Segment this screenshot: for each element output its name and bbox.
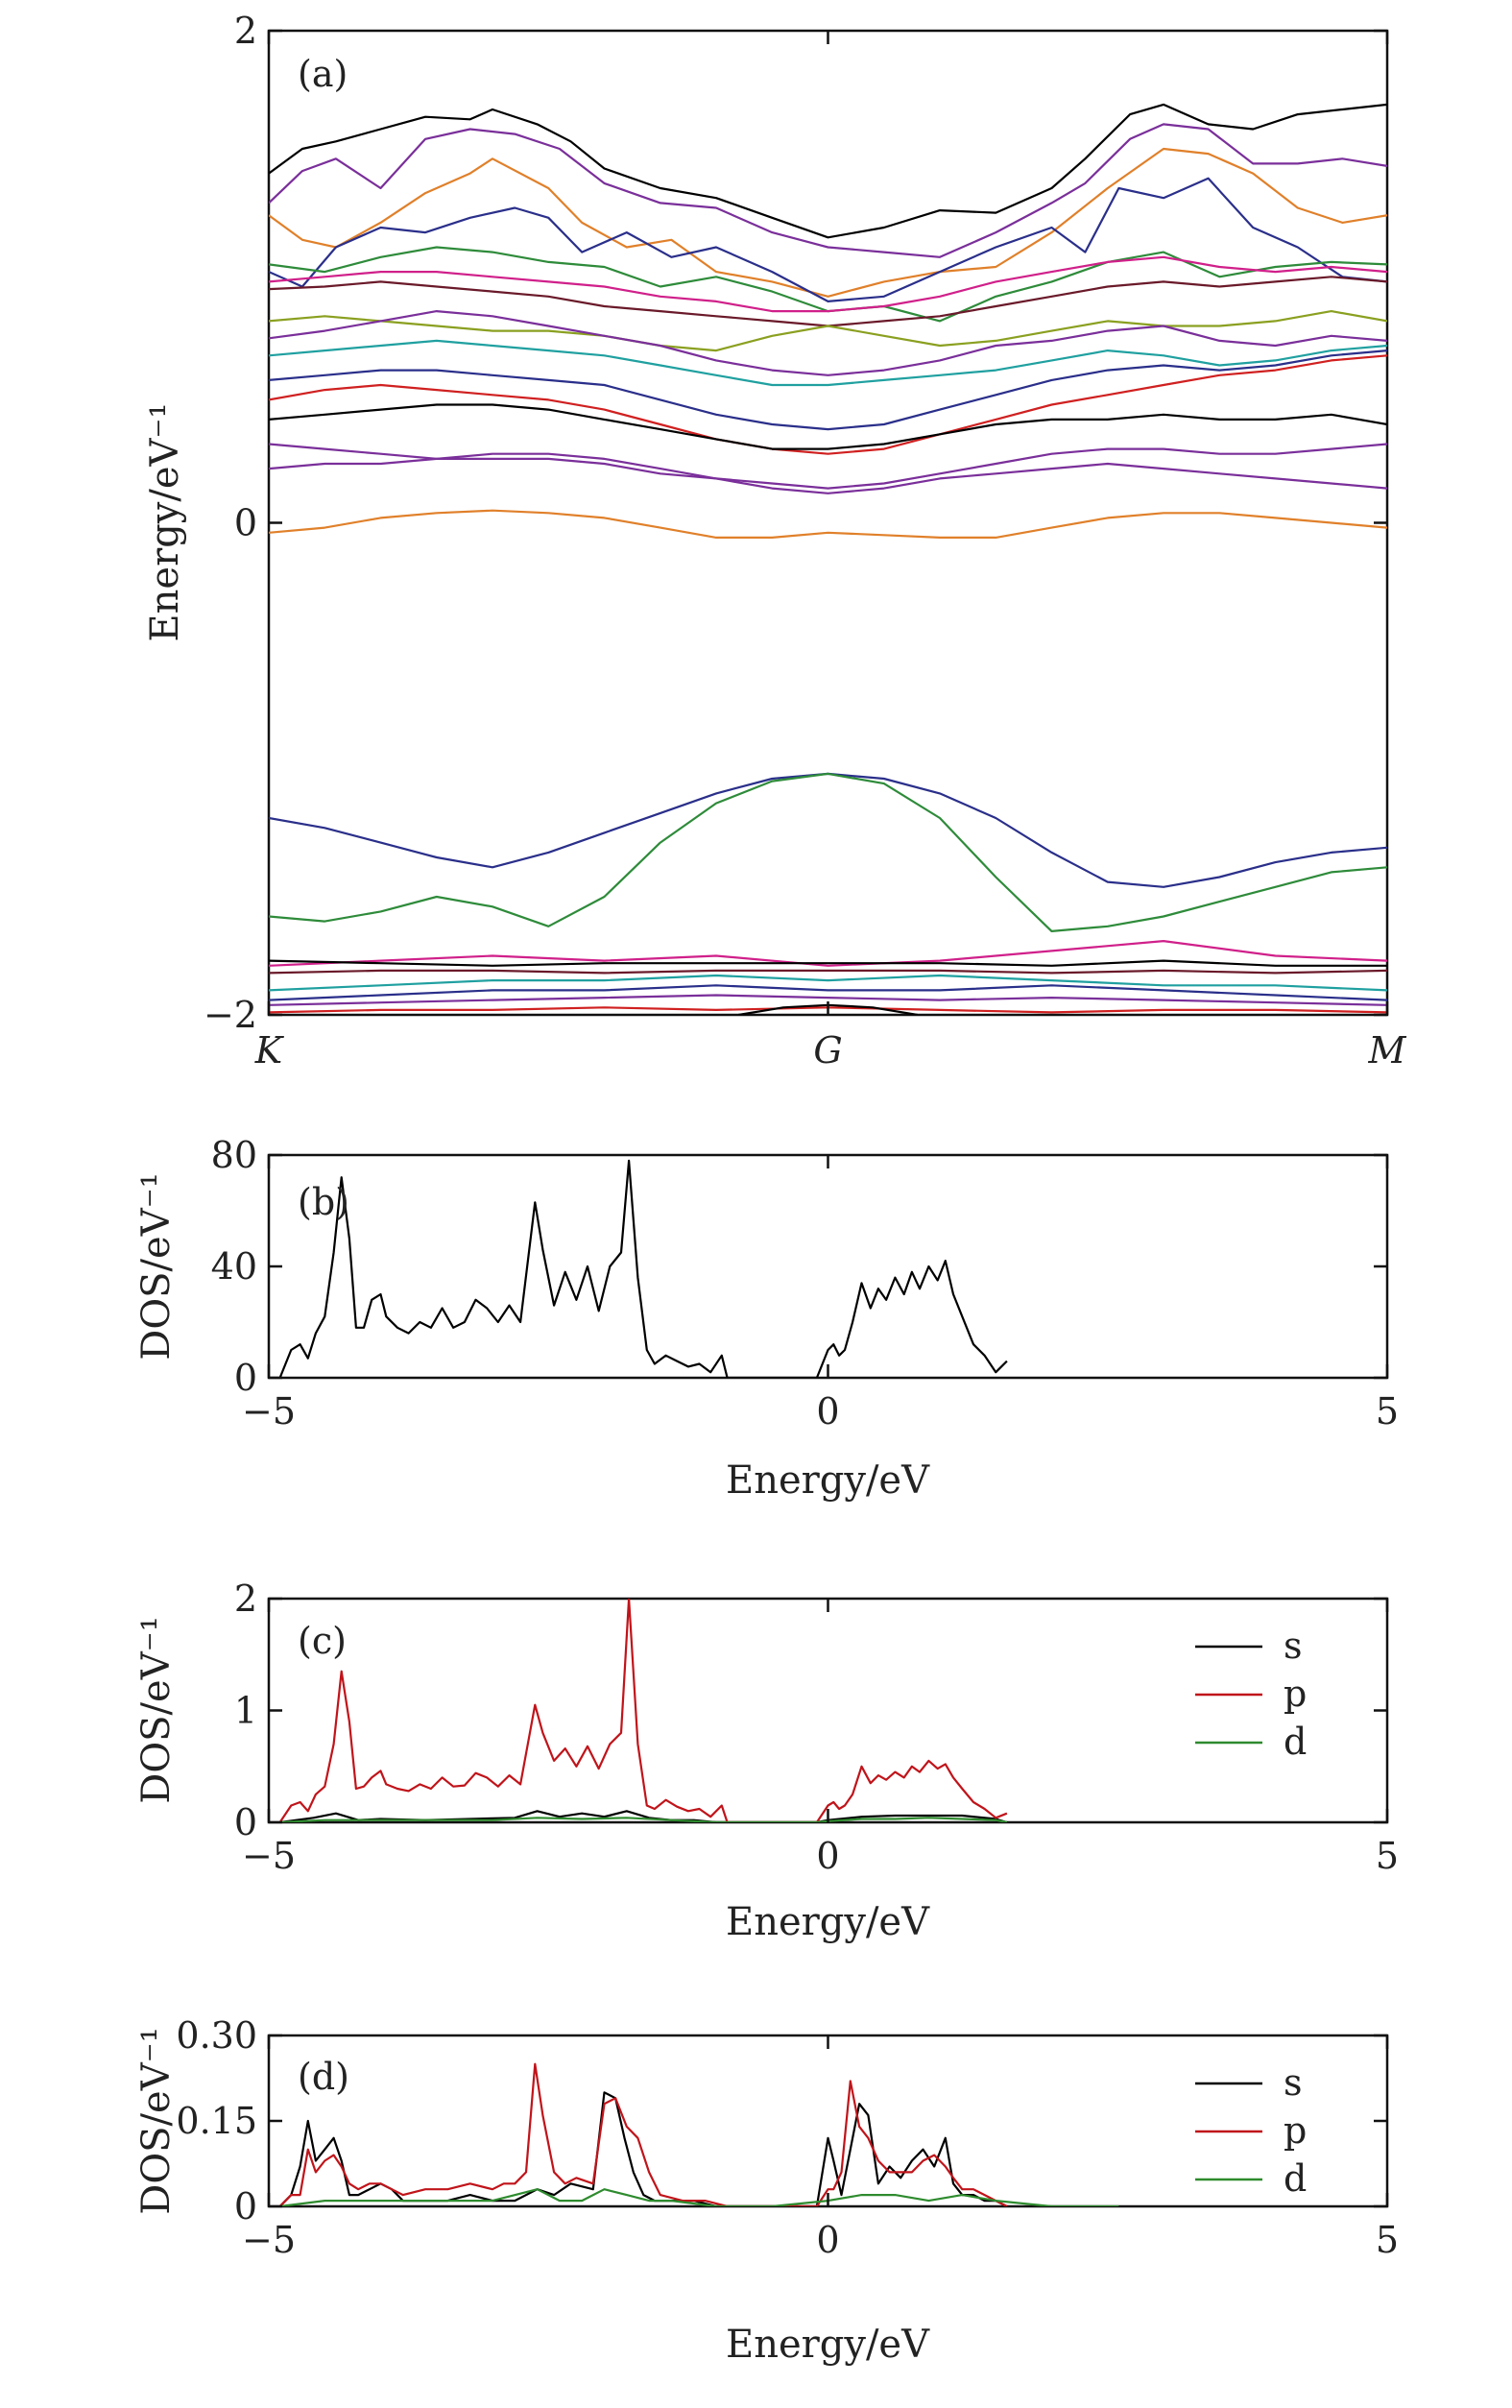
y-tick-label: 0 xyxy=(234,1801,257,1843)
band-line xyxy=(269,354,1387,455)
band-line xyxy=(269,403,1387,450)
y-tick-label: −2 xyxy=(204,994,257,1036)
x-tick-label: 0 xyxy=(816,1835,839,1877)
x-tick-label: −5 xyxy=(242,1835,296,1877)
y-axis-label-c: DOS/eV⁻¹ xyxy=(134,1616,179,1803)
dos-line-p xyxy=(278,1599,1008,1822)
panel-label-b: (b) xyxy=(298,1181,349,1223)
band-line xyxy=(269,509,1387,540)
legend-label-d: d xyxy=(1284,2157,1307,2200)
band-line xyxy=(269,310,1387,376)
partial-dos-panel-d: −5 0 500.150.30 spd (d) DOS/eV⁻¹ Energy/eV xyxy=(134,2014,1399,2367)
axis-ticks-a: K G M −2 0 2 xyxy=(204,10,1407,1072)
band-line xyxy=(269,994,1387,1006)
x-tick-label: 5 xyxy=(1376,2219,1399,2261)
band-line xyxy=(269,349,1387,431)
y-tick-label: 2 xyxy=(234,1577,257,1620)
band-line xyxy=(269,103,1387,239)
band-line xyxy=(269,123,1387,258)
x-tick-label: −5 xyxy=(242,1390,296,1433)
dos-line-p xyxy=(278,2062,1008,2206)
band-line xyxy=(269,959,1387,967)
x-tick-label: K xyxy=(254,1029,285,1072)
dos-lines-b xyxy=(278,1159,1008,1378)
band-line xyxy=(269,974,1387,992)
x-tick-label: M xyxy=(1368,1029,1407,1072)
plot-area-d xyxy=(267,2034,1389,2208)
x-tick-label: 0 xyxy=(816,2219,839,2261)
dos-line-total xyxy=(278,1159,1008,1378)
x-tick-label: 0 xyxy=(816,1390,839,1433)
y-tick-label: 2 xyxy=(234,10,257,52)
dos-line-d xyxy=(279,2188,1119,2206)
legend-c: spd xyxy=(1195,1625,1307,1763)
band-line xyxy=(269,984,1387,1001)
y-tick-label: 0.30 xyxy=(176,2014,257,2057)
band-line xyxy=(269,939,1387,967)
band-line xyxy=(269,255,1387,313)
y-tick-label: 0 xyxy=(234,502,257,544)
band-line xyxy=(269,339,1387,387)
legend-label-p: p xyxy=(1284,2109,1307,2152)
band-line xyxy=(269,772,1387,933)
x-axis-label-b: Energy/eV xyxy=(726,1458,930,1503)
plot-area-b xyxy=(267,1153,1389,1380)
band-line xyxy=(269,443,1387,490)
dos-lines-d xyxy=(278,2062,1119,2206)
dos-line-s xyxy=(279,1810,1008,1822)
dos-line-d xyxy=(279,1817,1008,1822)
dos-line-s xyxy=(278,2091,1008,2206)
x-tick-label: 5 xyxy=(1376,1835,1399,1877)
legend-d: spd xyxy=(1195,2061,1307,2200)
y-tick-label: 0 xyxy=(234,2185,257,2227)
band-structure-panel: K G M −2 0 2 (a) Energy/eV⁻¹ xyxy=(143,10,1407,1072)
y-tick-label: 40 xyxy=(211,1245,257,1288)
y-axis-label-a: Energy/eV⁻¹ xyxy=(143,402,187,641)
legend-label-s: s xyxy=(1284,1625,1303,1667)
band-line xyxy=(269,310,1387,352)
band-line xyxy=(269,147,1387,298)
x-tick-label: 5 xyxy=(1376,1390,1399,1433)
x-axis-label-d: Energy/eV xyxy=(726,2323,930,2367)
legend-label-d: d xyxy=(1284,1721,1307,1763)
band-line xyxy=(269,452,1387,494)
panel-label-d: (d) xyxy=(298,2056,349,2098)
plot-area-a xyxy=(267,29,1389,1017)
legend-label-s: s xyxy=(1284,2061,1303,2104)
band-line xyxy=(269,969,1387,975)
y-tick-label: 0.15 xyxy=(176,2100,257,2142)
axis-ticks-d: −5 0 500.150.30 xyxy=(176,2014,1399,2261)
x-tick-label: G xyxy=(813,1029,842,1072)
panel-label-a: (a) xyxy=(298,53,348,95)
plot-area-c xyxy=(267,1597,1389,1824)
x-axis-label-c: Energy/eV xyxy=(726,1900,930,1944)
dos-lines-c xyxy=(278,1599,1008,1822)
x-tick-label: −5 xyxy=(242,2219,296,2261)
y-tick-label: 0 xyxy=(234,1357,257,1399)
legend-label-p: p xyxy=(1284,1673,1307,1715)
y-axis-label-b: DOS/eV⁻¹ xyxy=(134,1172,179,1360)
panel-label-c: (c) xyxy=(298,1620,347,1662)
y-axis-label-d: DOS/eV⁻¹ xyxy=(134,2027,179,2214)
y-tick-label: 1 xyxy=(234,1690,257,1732)
band-line xyxy=(269,177,1387,302)
y-tick-label: 80 xyxy=(211,1134,257,1176)
